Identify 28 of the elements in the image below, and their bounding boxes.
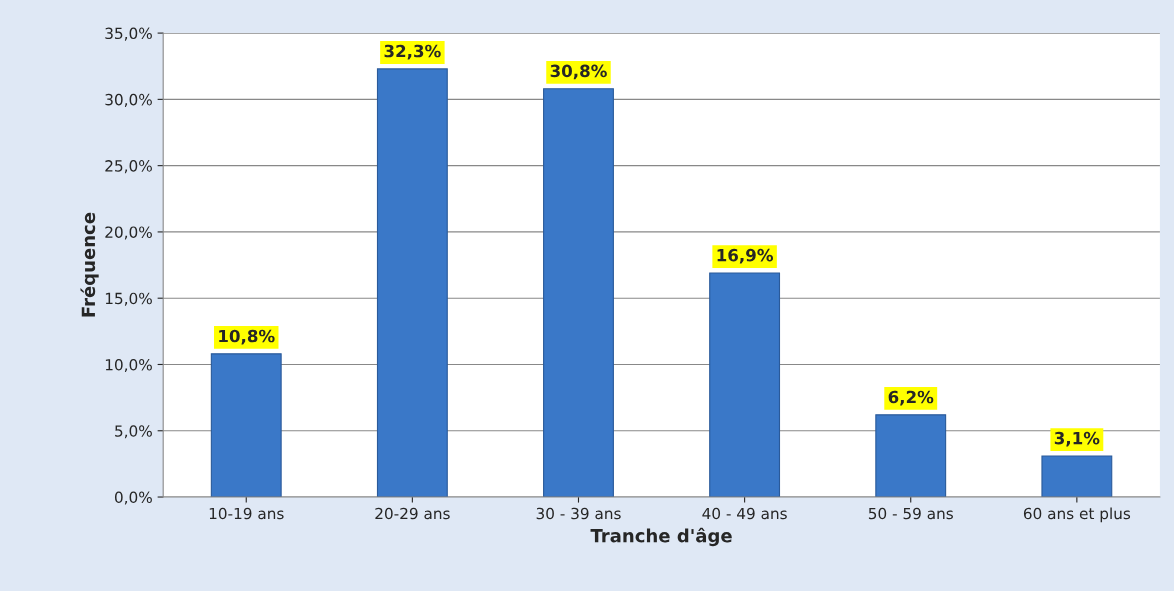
x-tick-label: 20-29 ans <box>375 507 450 520</box>
data-label: 3,1% <box>1054 431 1100 447</box>
y-axis-title: Fréquence <box>80 212 99 317</box>
y-tick-label: 0,0% <box>114 491 152 505</box>
data-label: 16,9% <box>717 248 773 264</box>
bar <box>875 414 947 498</box>
x-tick-label: 30 - 39 ans <box>536 507 621 520</box>
y-tick-label: 20,0% <box>105 226 152 240</box>
x-tick-label: 50 - 59 ans <box>868 507 953 520</box>
data-label: 32,3% <box>384 44 441 60</box>
y-tick-label: 10,0% <box>105 358 152 373</box>
x-axis-title: Tranche d'âge <box>590 527 732 547</box>
bar <box>543 88 614 498</box>
bar <box>210 353 282 498</box>
data-label: 10,8% <box>219 329 275 345</box>
x-tick-label: 60 ans et plus <box>1023 507 1131 523</box>
data-label: 6,2% <box>888 390 934 406</box>
y-tick-label: 30,0% <box>105 93 152 107</box>
x-tick-label: 40 - 49 ans <box>702 507 787 520</box>
x-tick-label: 10-19 ans <box>209 507 284 520</box>
bar <box>376 68 448 498</box>
y-tick-label: 5,0% <box>115 425 152 439</box>
data-label: 30,8% <box>550 64 607 80</box>
bar <box>1041 455 1113 498</box>
y-tick-label: 25,0% <box>105 160 152 174</box>
bar <box>709 272 781 498</box>
y-tick-label: 35,0% <box>105 27 152 41</box>
y-tick-label: 15,0% <box>105 292 152 306</box>
